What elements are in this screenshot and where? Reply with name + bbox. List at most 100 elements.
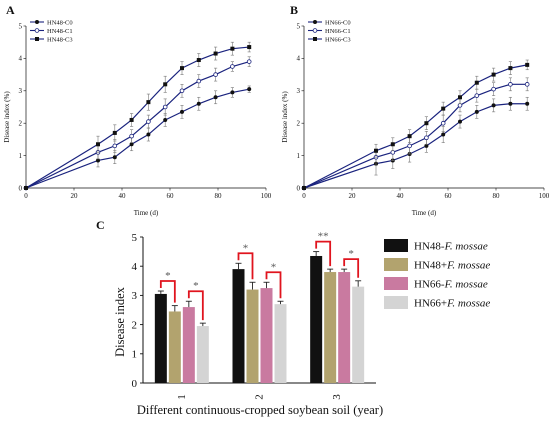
legend-label-species: F. mossae (444, 279, 488, 291)
data-point (180, 109, 184, 114)
y-axis-title-b: Disease index (%) (281, 91, 289, 143)
significance-label: ** (318, 231, 329, 243)
legend-label: HN48-C3 (47, 36, 73, 43)
x-tick-label: 0 (24, 192, 28, 200)
x-tick-label: 1 (176, 394, 188, 400)
bar (274, 304, 287, 383)
data-point (440, 120, 446, 126)
x-tick-label: 20 (71, 192, 79, 200)
data-point (196, 58, 201, 63)
bar (232, 269, 245, 383)
legend-label: HN48+F. mossae (414, 260, 490, 272)
data-point (441, 106, 446, 111)
data-point (374, 148, 378, 153)
data-point (196, 101, 201, 106)
data-point (112, 155, 117, 160)
y-tick-label: 5 (297, 22, 301, 30)
data-point (491, 86, 496, 92)
x-tick-label: 100 (261, 192, 272, 200)
legend-marker (313, 37, 317, 41)
data-point (112, 130, 117, 135)
data-point (213, 95, 218, 100)
data-point (407, 134, 412, 139)
data-point (96, 142, 100, 147)
legend-marker (313, 20, 317, 24)
data-point (196, 78, 202, 84)
significance-bracket (265, 271, 282, 299)
x-axis-title-a: Time (d) (134, 209, 159, 217)
data-point (390, 142, 395, 147)
legend-label: HN48-C1 (47, 28, 73, 35)
legend-label: HN66-F. mossae (414, 279, 488, 291)
bar (324, 272, 337, 383)
data-point (508, 66, 513, 71)
y-tick-label: 1 (132, 349, 138, 361)
data-point (474, 80, 479, 85)
data-point (163, 82, 168, 87)
panel-letter-a: A (6, 3, 15, 17)
x-tick-label: 60 (445, 192, 453, 200)
legend-marker (312, 28, 318, 33)
data-point (112, 143, 118, 149)
legend-swatch (384, 296, 408, 309)
legend-label-prefix: HN48- (414, 241, 445, 253)
data-point (213, 51, 218, 56)
y-tick-label: 4 (19, 55, 23, 63)
data-point (146, 100, 151, 105)
legend-swatch (384, 258, 408, 271)
data-point (491, 103, 496, 108)
data-point (525, 62, 530, 67)
y-tick-label: 4 (297, 55, 301, 63)
data-point (230, 90, 235, 95)
panel-letter-c: C (96, 218, 105, 232)
x-tick-label: 80 (493, 192, 501, 200)
y-tick-label: 0 (132, 378, 138, 390)
y-tick-label: 0 (297, 184, 301, 192)
bar (182, 307, 195, 383)
data-point (424, 143, 429, 148)
bar (260, 288, 273, 383)
y-tick-label: 1 (19, 152, 23, 160)
y-tick-label: 3 (19, 87, 23, 95)
legend-label: HN48-C0 (47, 19, 73, 26)
x-tick-label: 2 (254, 394, 266, 400)
significance-bracket (343, 258, 360, 278)
data-point (474, 93, 480, 98)
data-point (407, 143, 412, 149)
data-point (180, 66, 184, 71)
data-point (179, 88, 185, 94)
significance-label: * (348, 248, 354, 260)
y-tick-label: 5 (19, 22, 23, 30)
y-tick-label: 1 (297, 152, 301, 160)
data-point (302, 186, 306, 190)
data-point (508, 82, 513, 87)
bar (338, 272, 351, 383)
x-tick-label: 3 (331, 394, 343, 400)
x-tick-label: 40 (397, 192, 405, 200)
data-point (162, 104, 168, 110)
data-point (247, 45, 252, 50)
y-tick-label: 3 (132, 290, 138, 302)
data-point (129, 142, 134, 147)
y-tick-label: 2 (19, 120, 23, 128)
legend-label-prefix: HN48+ (414, 260, 447, 272)
bar (352, 286, 365, 383)
data-point (129, 133, 134, 139)
x-axis-title-c: Different continuous-cropped soybean soi… (137, 403, 383, 417)
significance-label: * (243, 242, 249, 254)
data-point (491, 72, 496, 77)
legend-swatch (384, 239, 408, 252)
legend-label: HN48-F. mossae (414, 241, 488, 253)
legend-swatch (384, 277, 408, 290)
significance-label: * (271, 261, 277, 273)
y-axis-title-a: Disease index (%) (3, 91, 11, 143)
data-point (230, 64, 235, 69)
data-point (524, 82, 530, 87)
y-tick-label: 2 (132, 319, 138, 331)
significance-label: * (165, 270, 171, 282)
significance-bracket (237, 252, 254, 280)
significance-label: * (193, 280, 199, 292)
data-point (246, 59, 252, 64)
data-point (24, 186, 28, 190)
